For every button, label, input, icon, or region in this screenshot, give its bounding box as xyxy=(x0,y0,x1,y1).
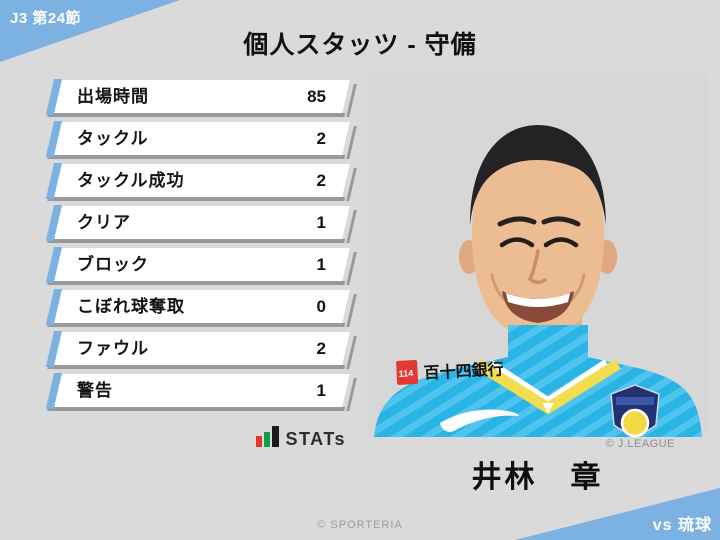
stat-value: 2 xyxy=(316,171,326,190)
sponsor-badge xyxy=(396,360,419,385)
player-photo: 114 百十四銀行 xyxy=(368,73,708,438)
stat-value: 1 xyxy=(316,213,326,232)
stat-accent-stripe xyxy=(45,373,63,409)
hair xyxy=(470,125,606,225)
crest-ball xyxy=(620,408,650,438)
stat-row: タックル成功 2 xyxy=(45,163,350,199)
stat-row: クリア 1 xyxy=(45,205,350,241)
stat-value: 0 xyxy=(316,297,326,316)
brand-swoosh-icon xyxy=(440,409,519,432)
stats-logo: STATs xyxy=(50,424,346,450)
photo-credit: © J.LEAGUE xyxy=(605,438,675,450)
bar-chart-icon xyxy=(255,426,279,447)
stat-label: ブロック xyxy=(77,255,149,274)
eye-left xyxy=(499,237,535,248)
stat-label: ファウル xyxy=(77,339,149,358)
collar-inner-white xyxy=(488,359,608,404)
collar-v-tip xyxy=(542,403,554,413)
league-round-label: J3 第24節 xyxy=(10,10,82,27)
stat-value: 1 xyxy=(316,255,326,274)
smile-crease-right xyxy=(570,273,586,301)
bar-chart-icon-green-bar xyxy=(263,432,270,447)
stat-row: タックル 2 xyxy=(45,121,350,157)
player-portrait-illustration: 114 百十四銀行 xyxy=(368,73,708,438)
stat-label: クリア xyxy=(77,213,131,232)
stats-logo-text: STATs xyxy=(285,429,346,449)
stat-row: 出場時間 85 xyxy=(45,79,350,115)
stat-label: 出場時間 xyxy=(77,87,149,106)
eyebrow-right xyxy=(541,216,581,227)
stat-accent-stripe xyxy=(45,205,63,241)
stat-value: 2 xyxy=(316,129,326,148)
bar-chart-icon-black-bar xyxy=(271,426,279,447)
club-crest xyxy=(610,384,660,438)
stat-accent-stripe xyxy=(45,163,63,199)
stat-row: こぼれ球奪取 0 xyxy=(45,289,350,325)
nose xyxy=(527,249,547,284)
stat-value: 85 xyxy=(307,87,326,106)
eyebrow-left xyxy=(497,216,537,227)
page-title: 個人スタッツ - 守備 xyxy=(243,31,477,59)
stat-accent-stripe xyxy=(45,247,63,283)
smile-crease-left xyxy=(490,273,506,301)
site-credit: © SPORTERIA xyxy=(317,519,403,531)
stat-accent-stripe xyxy=(45,121,63,157)
stat-row: ファウル 2 xyxy=(45,331,350,367)
sponsor-name: 百十四銀行 xyxy=(423,359,504,382)
teeth xyxy=(506,293,570,307)
stat-label: 警告 xyxy=(77,381,113,400)
stat-accent-stripe xyxy=(45,331,63,367)
stat-value: 2 xyxy=(316,339,326,358)
bar-chart-icon-red-bar xyxy=(255,436,262,447)
eye-right xyxy=(543,237,579,248)
stat-value: 1 xyxy=(316,381,326,400)
player-name: 井林 章 xyxy=(471,461,604,494)
jersey-sponsor-logo: 114 百十四銀行 xyxy=(396,359,504,385)
stat-label: こぼれ球奪取 xyxy=(77,297,185,316)
crest-band xyxy=(616,397,654,405)
stat-row: ブロック 1 xyxy=(45,247,350,283)
opponent-label: vs 琉球 xyxy=(652,517,712,534)
stat-label: タックル成功 xyxy=(77,171,185,190)
stat-label: タックル xyxy=(77,129,149,148)
stat-row: 警告 1 xyxy=(45,373,350,409)
stat-accent-stripe xyxy=(45,289,63,325)
stat-accent-stripe xyxy=(45,79,63,115)
sponsor-badge-number: 114 xyxy=(398,368,413,379)
face xyxy=(472,129,604,335)
stats-list: 出場時間 85 タックル 2 タックル成功 2 クリア 1 ブロック 1 こぼれ xyxy=(45,79,350,416)
